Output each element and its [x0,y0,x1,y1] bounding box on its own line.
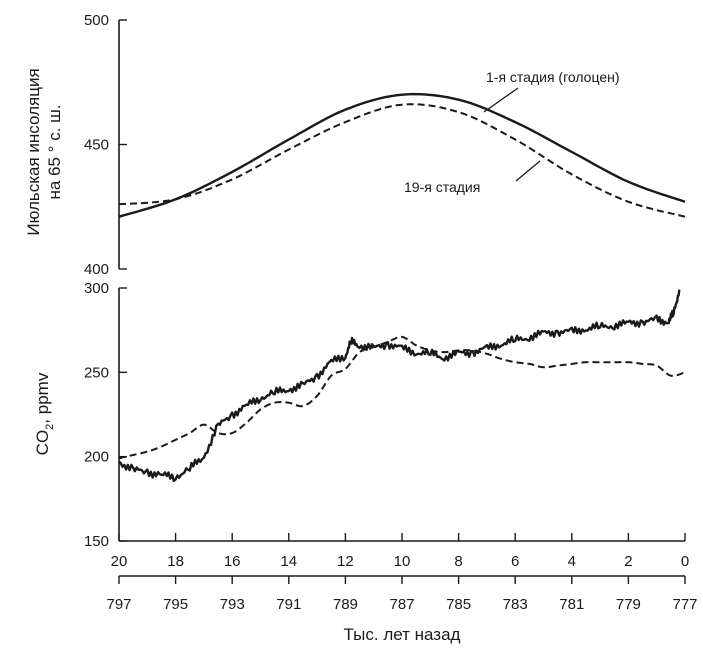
insolation-series [118,92,686,218]
insolation-y-tick-label: 450 [84,137,109,154]
co2-y-tick-label: 250 [84,364,109,381]
insolation-y-tick-label: 500 [84,12,109,29]
insolation-y-tick-label: 400 [84,261,109,278]
insolation-y-label-line1: Июльская инсоляция [24,68,43,235]
co2-series [118,289,686,483]
x-top-tick-label: 16 [224,553,241,570]
x-bottom-tick-label: 787 [389,596,414,613]
x-top-tick-label: 14 [280,553,297,570]
x-top-tick-label: 10 [394,553,411,570]
co2-panel: 150 200 250 300 CO2, ppmv [33,280,686,550]
x-axis-holocene: 20 18 16 14 12 10 8 6 4 2 0 [111,533,689,570]
insolation-y-ticks: 400 450 500 [84,12,127,278]
x-bottom-tick-label: 797 [106,596,131,613]
x-top-tick-label: 20 [111,553,128,570]
insolation-y-label-line2: на 65 ° с. ш. [45,104,64,199]
co2-y-tick-label: 300 [84,280,109,297]
x-top-tick-label: 4 [568,553,576,570]
x-bottom-tick-label: 785 [446,596,471,613]
co2-y-label: CO2, ppmv [33,372,56,455]
co2-solid-line [118,289,681,483]
insolation-dashed-line [118,103,686,218]
x-axis-bottom-ticks: 797 795 793 791 789 787 785 783 781 779 777 [106,576,698,613]
co2-y-tick-label: 150 [84,533,109,550]
x-axis-top-ticks: 20 18 16 14 12 10 8 6 4 2 0 [111,533,689,570]
x-top-tick-label: 0 [681,553,689,570]
co2-dashed-line [118,335,686,460]
x-bottom-tick-label: 789 [333,596,358,613]
x-bottom-tick-label: 793 [220,596,245,613]
annotation-stage-19: 19-я стадия [404,179,480,195]
x-axis-label: Тыс. лет назад [344,625,461,644]
annotation-stage-1: 1-я стадия (голоцен) [486,69,620,85]
insolation-solid-line [118,92,686,218]
x-top-tick-label: 6 [511,553,519,570]
x-bottom-tick-label: 779 [616,596,641,613]
annotation-stage-19-leader [515,160,541,182]
x-bottom-tick-label: 781 [559,596,584,613]
x-top-tick-label: 18 [167,553,184,570]
x-top-tick-label: 12 [337,553,354,570]
x-top-tick-label: 8 [454,553,462,570]
x-bottom-tick-label: 791 [276,596,301,613]
co2-y-tick-label: 200 [84,449,109,466]
annotation-stage-1-leader [483,87,519,113]
insolation-panel: 400 450 500 Июльская инсоляция на 65 ° с. … [24,12,686,278]
x-bottom-tick-label: 777 [672,596,697,613]
x-bottom-tick-label: 783 [503,596,528,613]
x-top-tick-label: 2 [624,553,632,570]
co2-y-ticks: 150 200 250 300 [84,280,127,550]
x-axis-stage19: 797 795 793 791 789 787 785 783 781 779 777 [106,575,698,613]
x-bottom-tick-label: 795 [163,596,188,613]
